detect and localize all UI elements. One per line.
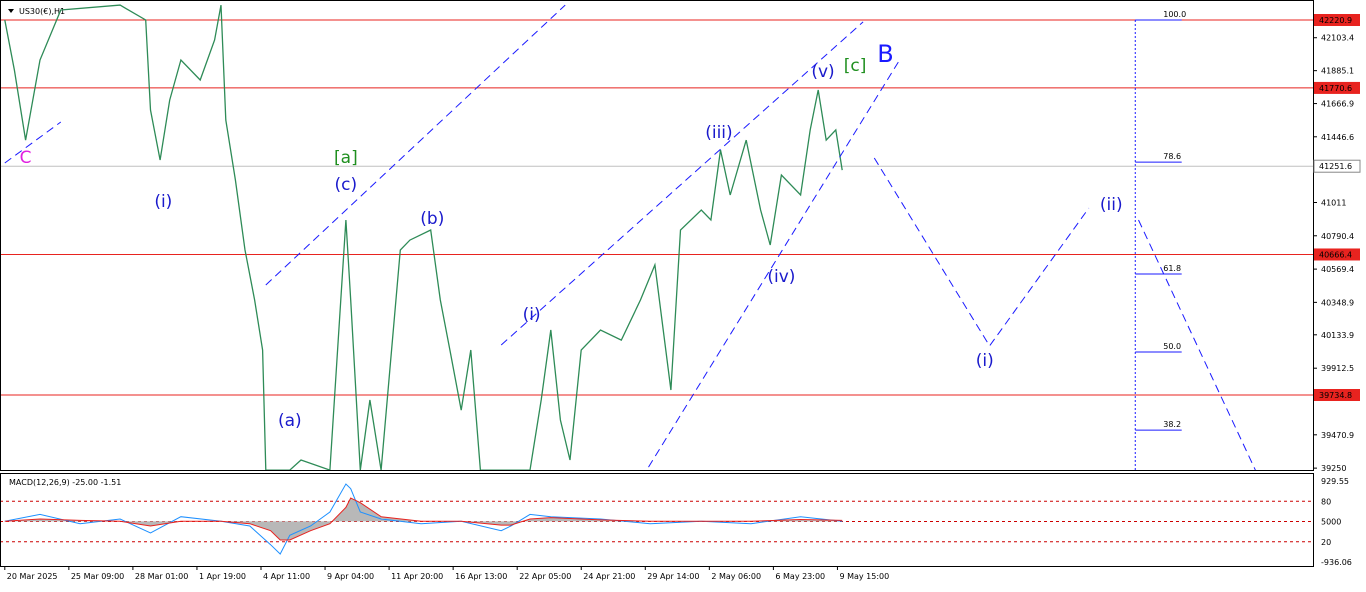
x-tick-label: 25 Mar 09:00 xyxy=(71,572,124,581)
trend-line xyxy=(265,4,566,286)
level-label: 41770.6 xyxy=(1319,84,1352,93)
fib-label: 38.2 xyxy=(1163,420,1181,429)
x-tick-label: 9 Apr 04:00 xyxy=(327,572,374,581)
x-tick-label: 2 May 06:00 xyxy=(711,572,761,581)
y-tick-label: 41446.6 xyxy=(1321,133,1354,142)
fib-label: 50.0 xyxy=(1163,342,1181,351)
trend-line xyxy=(4,121,62,164)
macd-axis-label: 80 xyxy=(1321,497,1331,506)
y-tick-label: 39470.9 xyxy=(1321,431,1354,440)
wave-label: (i) xyxy=(976,351,994,371)
wave-label: (v) xyxy=(811,62,834,82)
y-tick-label: 40348.9 xyxy=(1321,298,1354,307)
macd-axis-label: 5000 xyxy=(1321,518,1341,527)
plot-area: 100.0 78.6 61.8 50.0 38.2 C (i) [a] (c) (b) (a) (i)… xyxy=(1,4,1313,470)
wave-label: (ii) xyxy=(1100,195,1123,215)
x-tick-label: 28 Mar 01:00 xyxy=(135,572,188,581)
x-tick-label: 24 Apr 21:00 xyxy=(583,572,635,581)
fib-label: 61.8 xyxy=(1163,264,1181,273)
y-tick-label: 40790.4 xyxy=(1321,232,1354,241)
y-tick-label: 39912.5 xyxy=(1321,364,1354,373)
level-label: 42220.9 xyxy=(1319,16,1352,25)
y-tick-label: 41011 xyxy=(1321,199,1346,208)
price-line xyxy=(4,4,843,470)
trend-line xyxy=(648,61,899,468)
macd-title: MACD(12,26,9) -25.00 -1.51 xyxy=(9,478,121,487)
y-tick-label: 41885.1 xyxy=(1321,67,1354,76)
x-tick-label: 22 Apr 05:00 xyxy=(519,572,571,581)
level-label: 40666.4 xyxy=(1319,250,1352,259)
fib-label: 78.6 xyxy=(1163,152,1181,161)
wave-label: [a] xyxy=(334,148,358,168)
current-price-label: 41251.6 xyxy=(1319,162,1352,171)
trend-line xyxy=(1138,219,1256,470)
chart-title: US30(€),H1 xyxy=(19,7,65,16)
macd-axis-label: -936.06 xyxy=(1321,558,1352,567)
menu-arrow xyxy=(8,9,14,13)
main-frame xyxy=(0,0,1314,471)
wave-label: (i) xyxy=(523,305,541,325)
x-tick-label: 29 Apr 14:00 xyxy=(647,572,699,581)
wave-label: (iv) xyxy=(767,267,795,287)
x-tick-label: 6 May 23:00 xyxy=(775,572,825,581)
y-tick-label: 41666.9 xyxy=(1321,100,1354,109)
wave-label: (a) xyxy=(278,411,302,431)
y-tick-label: 40133.9 xyxy=(1321,331,1354,340)
x-tick-label: 9 May 15:00 xyxy=(839,572,889,581)
signal-line xyxy=(4,497,843,541)
level-tag xyxy=(1314,81,1360,94)
x-tick-label: 16 Apr 13:00 xyxy=(455,572,507,581)
y-tick-label: 39250 xyxy=(1321,464,1346,473)
x-tick-label: 4 Apr 11:00 xyxy=(263,572,310,581)
level-tag xyxy=(1314,14,1360,27)
x-tick-label: 1 Apr 19:00 xyxy=(199,572,246,581)
current-price-tag xyxy=(1313,159,1361,173)
macd-axis-label: 929.55 xyxy=(1321,477,1349,486)
fib-label: 100.0 xyxy=(1163,10,1186,19)
wave-label: (b) xyxy=(420,209,444,229)
x-tick-label: 20 Mar 2025 xyxy=(7,572,58,581)
wave-label: [c] xyxy=(844,56,867,76)
level-tag xyxy=(1314,248,1360,261)
wave-label: (iii) xyxy=(705,123,732,143)
wave-label: (c) xyxy=(335,175,358,195)
x-tick-label: 11 Apr 20:00 xyxy=(391,572,443,581)
wave-label: B xyxy=(877,40,893,68)
macd-frame xyxy=(0,473,1314,567)
level-label: 39734.8 xyxy=(1319,391,1352,400)
wave-label: C xyxy=(20,148,32,168)
trend-line xyxy=(500,21,864,346)
y-tick-label: 42103.4 xyxy=(1321,34,1354,43)
wave-label: (i) xyxy=(154,192,172,212)
macd-area xyxy=(1,483,1313,555)
level-tag xyxy=(1314,389,1360,402)
y-tick-label: 40569.4 xyxy=(1321,265,1354,274)
macd-axis-label: 20 xyxy=(1321,538,1331,547)
